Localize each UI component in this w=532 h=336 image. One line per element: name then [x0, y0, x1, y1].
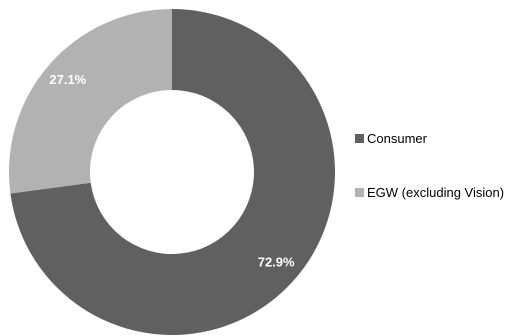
legend-item-egw: EGW (excluding Vision): [355, 184, 532, 200]
chart-legend: Consumer EGW (excluding Vision): [355, 130, 532, 238]
legend-swatch-consumer: [355, 133, 364, 143]
legend-label-egw: EGW (excluding Vision): [367, 184, 505, 200]
donut-value-labels: 72.9% 27.1%: [49, 72, 295, 270]
donut-slices: [9, 9, 335, 335]
donut-value-label-0: 72.9%: [258, 255, 295, 270]
legend-item-consumer: Consumer: [355, 130, 532, 146]
donut-slice-0: [10, 9, 335, 335]
legend-label-consumer: Consumer: [367, 130, 427, 146]
donut-value-label-1: 27.1%: [49, 72, 86, 87]
legend-swatch-egw: [355, 187, 364, 197]
donut-slice-1: [9, 9, 173, 194]
